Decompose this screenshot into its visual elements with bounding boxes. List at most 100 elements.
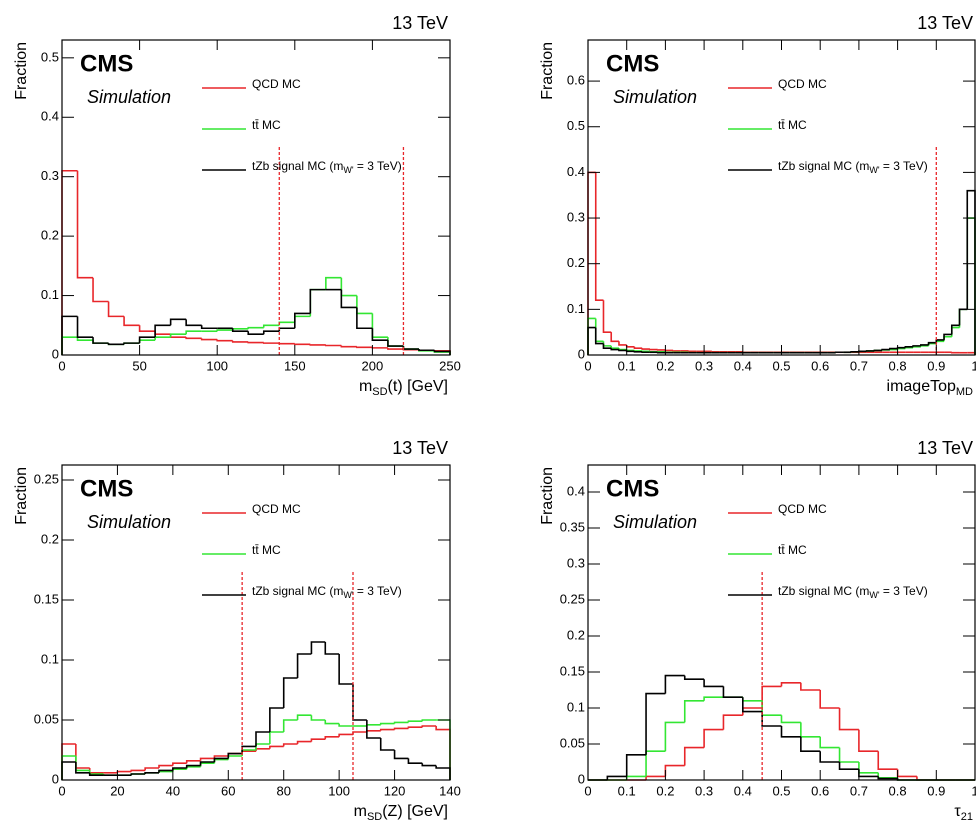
hist-bin [722,686,743,698]
hist-bin [356,346,373,349]
x-tick-label: 40 [166,783,180,798]
x-tick-label: 0.3 [695,783,713,798]
cms-label: CMS [80,475,133,502]
y-tick-label: 0.05 [34,711,59,726]
x-axis-label: imageTopMD [887,378,974,398]
hist-bin [294,312,311,329]
hist-bin [610,332,619,343]
hist-bin [761,711,782,727]
hist-bin [278,342,295,345]
simulation-label: Simulation [613,87,697,107]
x-tick-label: 0.6 [811,358,829,373]
hist-bin [742,697,763,713]
hist-bin [407,720,423,723]
hist-bin [780,682,801,687]
y-tick-label: 0.1 [41,287,59,302]
hist-bin [213,757,229,762]
hist-bin [310,641,326,654]
hist-bin [76,170,94,279]
hist-bin [278,321,295,326]
hist-bin [387,337,404,347]
hist-bin [154,331,171,335]
chart-title: 13 TeV [917,438,973,458]
hist-bin [594,172,604,302]
hist-bin [896,346,906,349]
legend-end: = 3 TeV) [880,584,928,598]
hist-bin [950,324,960,335]
hist-bin [123,316,140,327]
hist-bin [703,679,724,688]
hist-bin [296,714,312,720]
x-tick-label: 0.3 [695,358,713,373]
hist-bin [227,755,243,760]
hist-bin [309,288,326,317]
legend-label: QCD MC [778,77,827,91]
hist-bin [421,725,437,728]
hist-bin [61,755,76,780]
hist-bin [780,715,801,724]
hist-bin [641,348,650,350]
x-tick-label: 0.9 [927,783,945,798]
hist-bin [310,738,326,742]
hist-bin [950,326,960,337]
hist-bin [282,743,298,747]
y-tick-label: 0.15 [560,663,585,678]
hist-bin [958,308,968,326]
x-tick-label: 0.5 [772,783,790,798]
hist-bin [262,324,280,328]
hist-bin [75,762,90,774]
x-label-sub: MD [956,386,973,398]
y-tick-label: 0.3 [567,555,585,570]
simulation-label: Simulation [87,512,171,532]
hist-bin [116,770,132,773]
hist-bin [169,318,187,326]
hist-bin [379,738,395,751]
x-tick-label: 0 [58,783,65,798]
plot-frame [61,464,451,781]
legend-end: = 3 TeV) [354,159,402,173]
hist-bin [172,762,187,766]
x-tick-label: 250 [439,358,461,373]
hist-bin [912,345,921,347]
hist-bin [393,727,409,730]
y-tick-label: 0.6 [567,73,585,88]
x-tick-label: 140 [439,783,461,798]
hist-bin [247,326,264,329]
legend-sub: W' [343,590,353,600]
simulation-label: Simulation [613,512,697,532]
y-tick-label: 0.2 [567,627,585,642]
hist-bin [356,307,373,330]
hist-bin [172,768,187,772]
y-tick-label: 0.2 [41,531,59,546]
y-tick-label: 0.1 [567,699,585,714]
y-tick-label: 0.2 [41,228,59,243]
y-axis-label: Fraction [13,467,30,525]
hist-bin [200,338,218,341]
hist-bin [61,315,78,355]
hist-bin [144,767,159,771]
hist-bin [169,333,187,338]
hist-bin [393,721,409,724]
hist-bin [356,295,373,315]
hist-bin [838,708,859,731]
legend-label: tt̄ MC [778,118,807,132]
hist-bin [340,345,357,348]
hist-bin [310,715,326,721]
hist-bin [610,348,619,351]
x-tick-label: 60 [221,783,235,798]
legend-label: tZb signal MC (mW' = 3 TeV) [778,159,928,175]
hist-bin [819,751,840,763]
hist-bin [761,700,782,716]
x-tick-label: 0.7 [850,358,868,373]
hist-bin [130,769,146,772]
hist-bin [213,755,229,759]
hist-bin [92,337,109,344]
legend-label: tt̄ MC [252,118,281,132]
hist-bin [683,675,705,680]
hist-bin [172,767,187,771]
hist-bin [269,707,284,732]
y-tick-label: 0.5 [567,118,585,133]
hist-bin [703,728,724,748]
x-label-sub: 21 [961,811,973,823]
